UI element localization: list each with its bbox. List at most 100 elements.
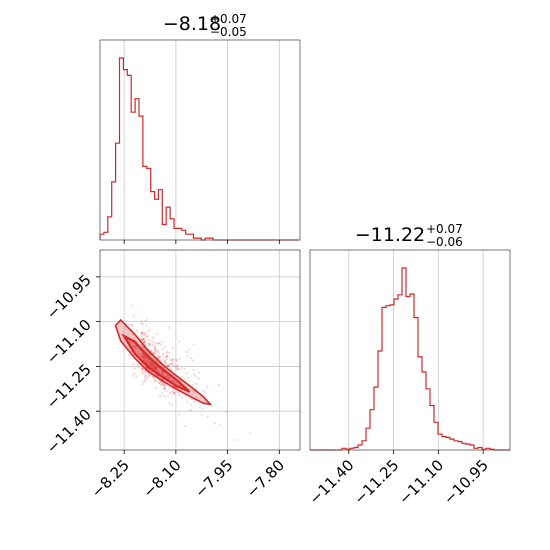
sample-point: [133, 367, 136, 370]
sample-point: [158, 356, 161, 359]
contour-outer: [114, 318, 213, 406]
sample-point: [166, 365, 169, 368]
sample-point: [192, 392, 195, 395]
sample-point: [150, 360, 153, 364]
sample-point: [178, 357, 181, 361]
sample-point: [155, 367, 158, 370]
sample-point: [191, 383, 195, 387]
sample-point: [147, 360, 150, 363]
sample-point: [190, 409, 193, 412]
sample-point: [143, 331, 146, 334]
sample-point: [163, 372, 166, 375]
sample-point: [175, 364, 179, 367]
sample-point: [158, 354, 161, 357]
sample-point: [140, 338, 143, 341]
sample-point: [172, 357, 175, 360]
sample-point: [148, 359, 151, 362]
sample-point: [183, 378, 186, 381]
sample-point: [147, 359, 150, 363]
sample-point: [159, 394, 162, 398]
sample-point: [147, 330, 150, 333]
sample-point: [153, 367, 157, 370]
sample-point: [198, 406, 201, 409]
sample-point: [158, 382, 161, 385]
sample-point: [128, 323, 131, 326]
sample-point: [152, 336, 155, 339]
sample-point: [143, 356, 147, 359]
sample-point: [128, 353, 131, 356]
sample-point: [131, 333, 134, 336]
sample-point: [146, 334, 149, 337]
sample-point: [164, 386, 167, 389]
sample-point: [152, 363, 155, 366]
sample-point: [168, 402, 171, 405]
sample-point: [141, 352, 144, 355]
x-tick-label: −11.40: [306, 456, 358, 508]
x-tick-label: −8.10: [139, 456, 184, 501]
sample-point: [202, 389, 205, 393]
sample-point: [249, 431, 252, 434]
sample-point: [141, 368, 144, 371]
sample-point: [154, 342, 157, 345]
sample-point: [143, 380, 146, 383]
sample-point: [189, 403, 192, 406]
sample-point: [225, 411, 228, 414]
sample-point: [153, 345, 157, 348]
sample-point: [175, 366, 178, 369]
sample-point: [165, 357, 168, 361]
sample-point: [140, 334, 143, 337]
sample-point: [140, 332, 143, 335]
sample-point: [137, 366, 140, 369]
sample-point: [154, 345, 157, 348]
sample-point: [142, 338, 145, 341]
sample-point: [164, 375, 167, 378]
sample-point: [157, 356, 160, 359]
sample-point: [159, 381, 162, 384]
sample-point: [140, 320, 143, 323]
sample-point: [135, 340, 138, 343]
sample-point: [132, 315, 135, 318]
sample-point: [154, 366, 157, 369]
sample-point: [146, 361, 149, 365]
sample-point: [146, 336, 149, 339]
sample-point: [166, 350, 169, 353]
sample-point: [144, 319, 147, 322]
sample-point: [206, 416, 209, 419]
sample-point: [150, 350, 153, 353]
sample-point: [145, 358, 148, 362]
sample-point: [155, 366, 158, 370]
title-1-sub: −0.05: [210, 25, 247, 39]
sample-point: [175, 359, 178, 362]
sample-point: [145, 361, 148, 364]
sample-point: [165, 361, 168, 364]
sample-point: [168, 392, 171, 395]
sample-point: [144, 375, 147, 378]
sample-point: [149, 328, 152, 331]
sample-point: [201, 407, 204, 410]
sample-point: [149, 362, 152, 365]
sample-point: [198, 371, 201, 374]
sample-point: [142, 337, 145, 340]
sample-point: [161, 341, 164, 344]
sample-point: [143, 341, 146, 344]
sample-point: [145, 335, 148, 338]
title-1-sup: +0.07: [210, 12, 247, 26]
sample-point: [141, 352, 144, 355]
sample-point: [142, 346, 145, 349]
frame-2: [99, 249, 301, 451]
sample-point: [173, 391, 176, 394]
sample-point: [154, 350, 158, 353]
sample-point: [190, 398, 193, 401]
sample-point: [169, 358, 172, 362]
sample-point: [141, 331, 144, 334]
sample-point: [186, 376, 189, 379]
sample-point: [181, 376, 184, 379]
sample-point: [191, 359, 194, 362]
sample-point: [155, 355, 159, 358]
sample-point: [155, 332, 158, 335]
sample-point: [165, 375, 168, 378]
y-tick-label: −11.25: [43, 361, 95, 413]
sample-point: [172, 380, 175, 383]
sample-point: [144, 355, 147, 358]
